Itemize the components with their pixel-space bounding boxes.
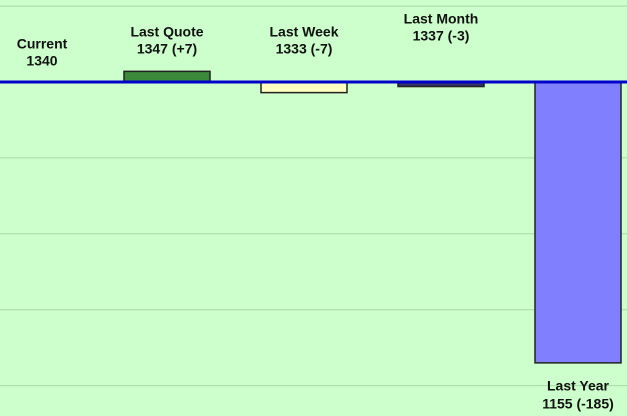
value-label: 1340: [26, 53, 57, 69]
value-label: 1347 (+7): [137, 41, 197, 57]
value-label: 1155 (-185): [542, 396, 614, 412]
category-label: Last Quote: [130, 24, 203, 40]
category-label: Current: [17, 36, 68, 52]
value-label: 1337 (-3): [413, 28, 470, 44]
bar: [534, 81, 622, 364]
category-label: Last Month: [404, 11, 479, 27]
bar: [123, 70, 211, 83]
category-label: Last Week: [270, 24, 339, 40]
value-label: 1333 (-7): [276, 41, 333, 57]
category-label: Last Year: [547, 378, 610, 394]
bar: [260, 81, 348, 94]
